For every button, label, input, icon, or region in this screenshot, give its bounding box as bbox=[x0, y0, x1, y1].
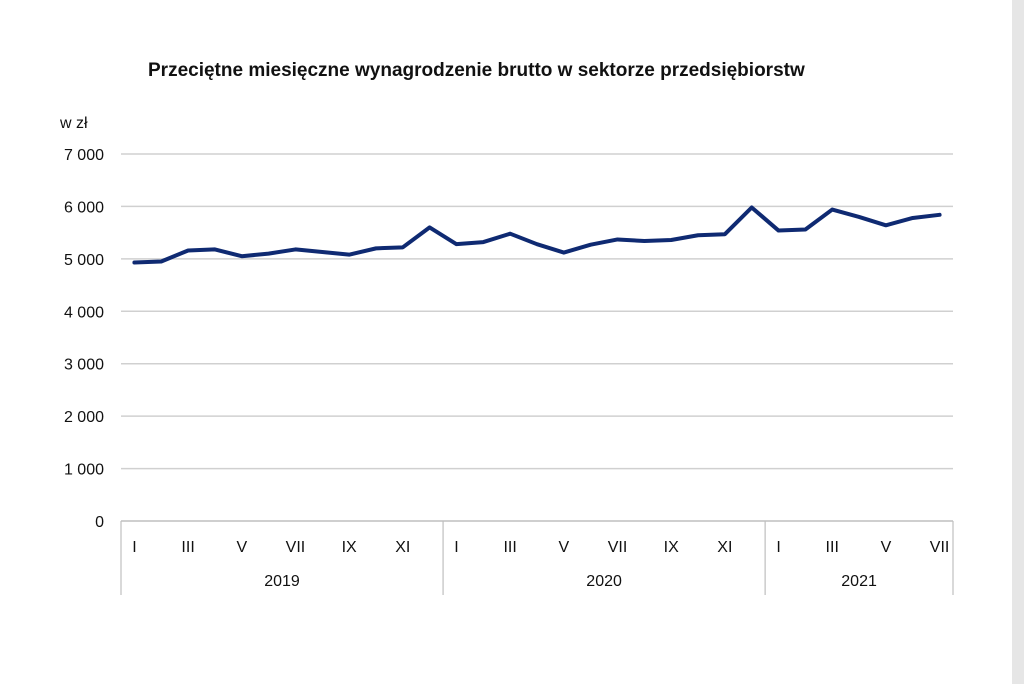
x-tick-label: IX bbox=[664, 539, 679, 556]
x-tick-label: III bbox=[181, 539, 194, 556]
y-tick-label: 4 000 bbox=[64, 304, 104, 321]
series bbox=[132, 205, 942, 265]
x-tick-label: VII bbox=[930, 539, 950, 556]
page-edge bbox=[1012, 0, 1024, 684]
x-tick-label: V bbox=[881, 539, 892, 556]
x-tick-label: VII bbox=[286, 539, 306, 556]
series-line bbox=[132, 205, 942, 265]
y-tick-label: 3 000 bbox=[64, 357, 104, 374]
x-tick-label: XI bbox=[717, 539, 732, 556]
y-tick-label: 2 000 bbox=[64, 409, 104, 426]
x-tick-label: IX bbox=[342, 539, 357, 556]
y-tick-label: 5 000 bbox=[64, 252, 104, 269]
x-tick-label: I bbox=[132, 539, 136, 556]
y-tick-label: 6 000 bbox=[64, 199, 104, 216]
year-label: 2019 bbox=[264, 573, 300, 590]
x-tick-label: XI bbox=[395, 539, 410, 556]
x-tick-label: III bbox=[826, 539, 839, 556]
y-axis-unit: w zł bbox=[59, 115, 88, 132]
x-tick-label: III bbox=[503, 539, 516, 556]
y-tick-label: 7 000 bbox=[64, 147, 104, 164]
x-tick-label: I bbox=[454, 539, 458, 556]
year-label: 2021 bbox=[841, 573, 877, 590]
x-tick-label: V bbox=[236, 539, 247, 556]
x-tick-label: I bbox=[776, 539, 780, 556]
x-tick-label: VII bbox=[608, 539, 628, 556]
x-tick-label: V bbox=[559, 539, 570, 556]
y-tick-label: 0 bbox=[95, 514, 104, 531]
year-label: 2020 bbox=[586, 573, 622, 590]
gridlines bbox=[121, 153, 953, 522]
y-tick-label: 1 000 bbox=[64, 462, 104, 479]
chart-title: Przeciętne miesięczne wynagrodzenie brut… bbox=[148, 60, 805, 81]
